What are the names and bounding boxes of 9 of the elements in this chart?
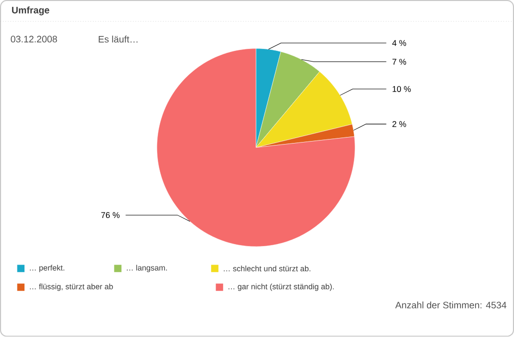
data-label: 2 % xyxy=(392,121,406,128)
chart-subtitle: 03.12.2008 xyxy=(10,36,58,43)
text: Es läuft… xyxy=(98,36,138,43)
text: Anzahl der Stimmen: 4534 xyxy=(395,302,506,309)
data-label: 10 % xyxy=(392,86,411,92)
chart-title: Umfrage xyxy=(12,6,50,16)
data-label: 76 % xyxy=(101,212,120,218)
data-label: 4 % xyxy=(392,40,406,46)
data-label: 7 % xyxy=(392,58,406,65)
